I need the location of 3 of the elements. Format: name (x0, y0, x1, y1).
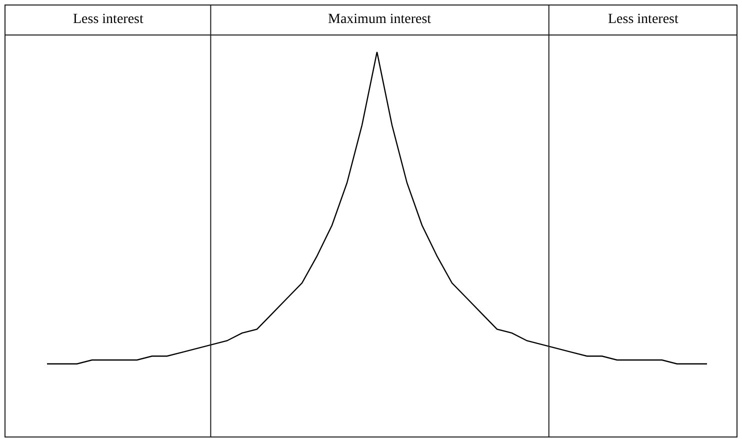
text: Maximum interest (328, 12, 432, 27)
text: Less interest (608, 12, 678, 27)
text: Less interest (73, 12, 144, 27)
